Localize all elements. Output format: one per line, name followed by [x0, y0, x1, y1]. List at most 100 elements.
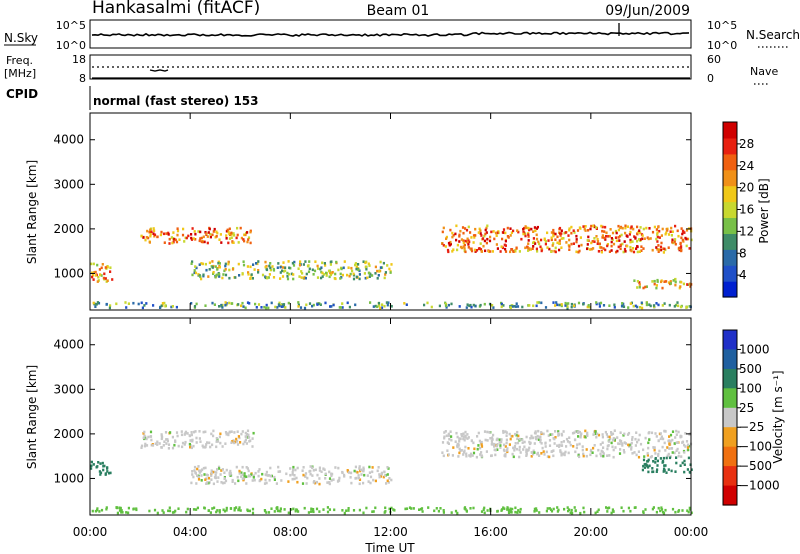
velocity-echo-cell — [183, 433, 186, 436]
colorbar-segment — [723, 388, 737, 409]
power-echo-cell — [312, 273, 315, 276]
velocity-echo-cell — [464, 445, 467, 449]
velocity-echo-cell — [578, 455, 581, 459]
power-echo-cell — [580, 243, 583, 247]
x-tick-label: 04:00 — [173, 525, 208, 539]
velocity-echo-cell — [471, 454, 474, 457]
power-echo-cell — [247, 236, 251, 239]
colorbar-segment — [723, 368, 737, 389]
velocity-echo-cell — [310, 510, 313, 513]
nave-label: Nave — [750, 65, 778, 78]
power-echo-cell — [550, 238, 553, 242]
power-echo-cell — [630, 249, 633, 253]
power-echo-cell — [193, 230, 196, 233]
velocity-echo-cell — [190, 446, 193, 450]
power-echo-cell — [165, 232, 168, 235]
power-echo-cell — [190, 233, 193, 236]
power-echo-cell — [556, 303, 559, 307]
power-echo-cell — [327, 269, 331, 273]
velocity-echo-cell — [607, 444, 610, 447]
velocity-echo-cell — [516, 511, 519, 514]
velocity-echo-cell — [483, 430, 487, 433]
power-echo-cell — [484, 228, 487, 232]
power-echo-cell — [200, 277, 203, 281]
velocity-echo-cell — [503, 449, 506, 453]
power-echo-cell — [97, 275, 100, 279]
power-echo-cell — [103, 272, 106, 276]
power-echo-cell — [251, 277, 254, 280]
velocity-echo-cell — [657, 452, 660, 456]
velocity-echo-cell — [302, 466, 305, 469]
velocity-echo-cell — [263, 509, 266, 512]
velocity-echo-cell — [557, 431, 560, 435]
power-echo-cell — [478, 227, 481, 231]
velocity-echo-cell — [301, 482, 305, 485]
power-echo-cell — [522, 227, 525, 231]
velocity-echo-cell — [245, 475, 248, 478]
velocity-echo-cell — [680, 455, 683, 458]
power-echo-cell — [501, 237, 504, 241]
power-echo-cell — [511, 305, 514, 308]
velocity-echo-cell — [248, 509, 251, 513]
power-echo-cell — [601, 234, 604, 237]
power-y-tick-label: 1000 — [53, 266, 84, 280]
power-echo-cell — [677, 234, 680, 238]
power-echo-cell — [149, 234, 152, 238]
velocity-echo-cell — [491, 438, 494, 441]
power-echo-cell — [644, 285, 647, 289]
power-echo-cell — [388, 267, 391, 271]
velocity-echo-cell — [579, 435, 582, 439]
velocity-echo-cell — [593, 444, 596, 447]
power-echo-cell — [163, 241, 166, 244]
power-echo-cell — [651, 230, 655, 234]
velocity-echo-cell — [611, 508, 614, 511]
velocity-echo-cell — [668, 456, 672, 460]
power-echo-cell — [91, 273, 95, 277]
power-echo-cell — [655, 302, 658, 305]
velocity-echo-cell — [193, 465, 197, 469]
velocity-echo-cell — [675, 461, 678, 465]
power-echo-cell — [250, 273, 253, 276]
power-echo-cell — [535, 247, 538, 251]
velocity-echo-cell — [689, 508, 692, 511]
power-echo-cell — [682, 282, 685, 286]
power-echo-cell — [211, 260, 214, 263]
velocity-echo-cell — [570, 508, 573, 512]
power-echo-cell — [532, 230, 535, 233]
power-echo-cell — [667, 233, 671, 236]
velocity-echo-cell — [257, 474, 260, 478]
velocity-echo-cell — [160, 433, 163, 436]
velocity-echo-cell — [454, 509, 458, 513]
power-echo-cell — [636, 250, 639, 254]
power-echo-cell — [477, 247, 481, 251]
power-echo-cell — [447, 303, 450, 307]
velocity-echo-cell — [362, 469, 365, 473]
velocity-echo-cell — [586, 431, 589, 435]
power-echo-cell — [658, 248, 661, 252]
power-echo-cell — [140, 301, 143, 305]
velocity-echo-cell — [273, 510, 276, 513]
velocity-echo-cell — [642, 458, 646, 462]
velocity-echo-cell — [190, 481, 193, 485]
velocity-echo-cell — [577, 454, 580, 457]
velocity-echo-cell — [265, 473, 268, 477]
power-echo-cell — [212, 271, 215, 274]
power-echo-cell — [619, 247, 622, 251]
velocity-echo-cell — [333, 508, 336, 512]
power-echo-cell — [160, 304, 163, 308]
velocity-echo-cell — [617, 442, 620, 445]
velocity-echo-cell — [574, 450, 577, 454]
velocity-echo-cell — [165, 442, 168, 445]
power-echo-cell — [293, 260, 296, 264]
velocity-echo-cell — [386, 473, 389, 476]
power-echo-cell — [147, 236, 150, 240]
velocity-echo-cell — [250, 473, 253, 476]
velocity-echo-cell — [512, 455, 515, 459]
velocity-echo-cell — [220, 469, 223, 472]
velocity-echo-cell — [225, 468, 228, 472]
velocity-echo-cell — [565, 445, 568, 448]
velocity-echo-cell — [312, 508, 315, 511]
power-echo-cell — [598, 305, 601, 308]
velocity-echo-cell — [447, 432, 450, 436]
power-echo-cell — [579, 236, 582, 239]
